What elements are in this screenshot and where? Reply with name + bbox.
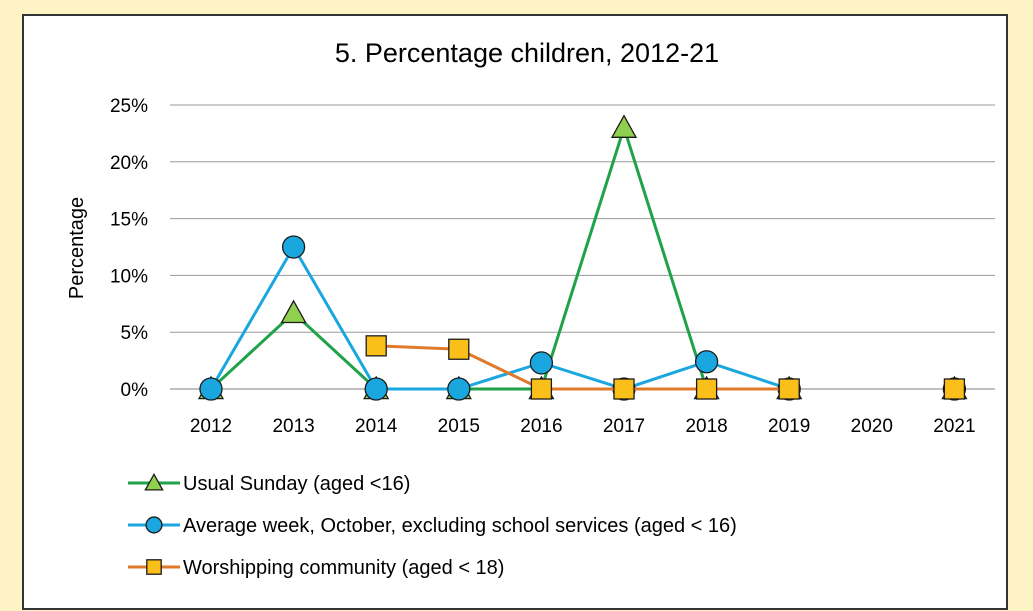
legend-label: Worshipping community (aged < 18) <box>183 557 504 579</box>
y-axis-ticks: 0% 5% 10% 15% 20% 25% <box>110 96 148 401</box>
circle-marker <box>281 235 306 259</box>
x-axis-ticks: 2012 2013 2014 2015 2016 2017 2018 2019 2020 2021 <box>190 416 976 437</box>
series <box>365 335 966 400</box>
x-tick-label: 2021 <box>933 416 975 437</box>
circle-marker <box>364 377 388 401</box>
square-marker <box>943 378 966 400</box>
series-group <box>197 114 968 401</box>
x-tick-label: 2014 <box>355 416 398 437</box>
x-tick-label: 2018 <box>685 416 727 437</box>
legend-label: Average week, October, excluding school … <box>183 515 737 537</box>
series-line <box>209 245 790 391</box>
square-marker <box>695 378 718 400</box>
legend-item: Worshipping community (aged < 18) <box>128 557 504 579</box>
y-tick-label: 20% <box>110 153 148 174</box>
y-tick-label: 0% <box>121 380 149 401</box>
x-tick-label: 2017 <box>603 416 645 437</box>
legend-item: Average week, October, excluding school … <box>128 515 737 537</box>
y-tick-label: 15% <box>110 210 148 231</box>
x-tick-label: 2016 <box>520 416 562 437</box>
triangle-marker <box>610 114 638 138</box>
square-marker <box>778 378 800 400</box>
x-tick-label: 2020 <box>851 416 893 437</box>
series <box>197 114 968 400</box>
chart-title: 5. Percentage children, 2012-21 <box>335 38 719 68</box>
square-marker <box>613 378 635 400</box>
chart-frame <box>22 14 1008 610</box>
triangle-marker <box>144 473 164 491</box>
x-tick-label: 2015 <box>438 416 480 437</box>
square-marker <box>448 338 470 360</box>
legend: Usual Sunday (aged <16) Average week, Oct… <box>128 473 737 579</box>
circle-marker <box>199 377 223 401</box>
x-tick-label: 2019 <box>768 416 810 437</box>
square-marker <box>146 559 162 575</box>
gridlines <box>170 104 995 390</box>
x-tick-label: 2013 <box>272 416 314 437</box>
series-line <box>209 126 790 391</box>
y-tick-label: 5% <box>121 323 149 344</box>
x-tick-label: 2012 <box>190 416 232 437</box>
legend-item: Usual Sunday (aged <16) <box>128 473 410 495</box>
series-line <box>376 344 790 391</box>
circle-marker <box>529 351 554 375</box>
y-tick-label: 25% <box>110 96 148 117</box>
circle-marker <box>145 516 163 534</box>
circle-marker <box>694 350 719 374</box>
legend-label: Usual Sunday (aged <16) <box>183 473 410 495</box>
square-marker <box>365 335 387 357</box>
circle-marker <box>447 377 471 401</box>
triangle-marker <box>280 299 307 324</box>
y-tick-label: 10% <box>110 266 148 287</box>
square-marker <box>530 378 553 400</box>
y-axis-label: Percentage <box>66 197 88 299</box>
